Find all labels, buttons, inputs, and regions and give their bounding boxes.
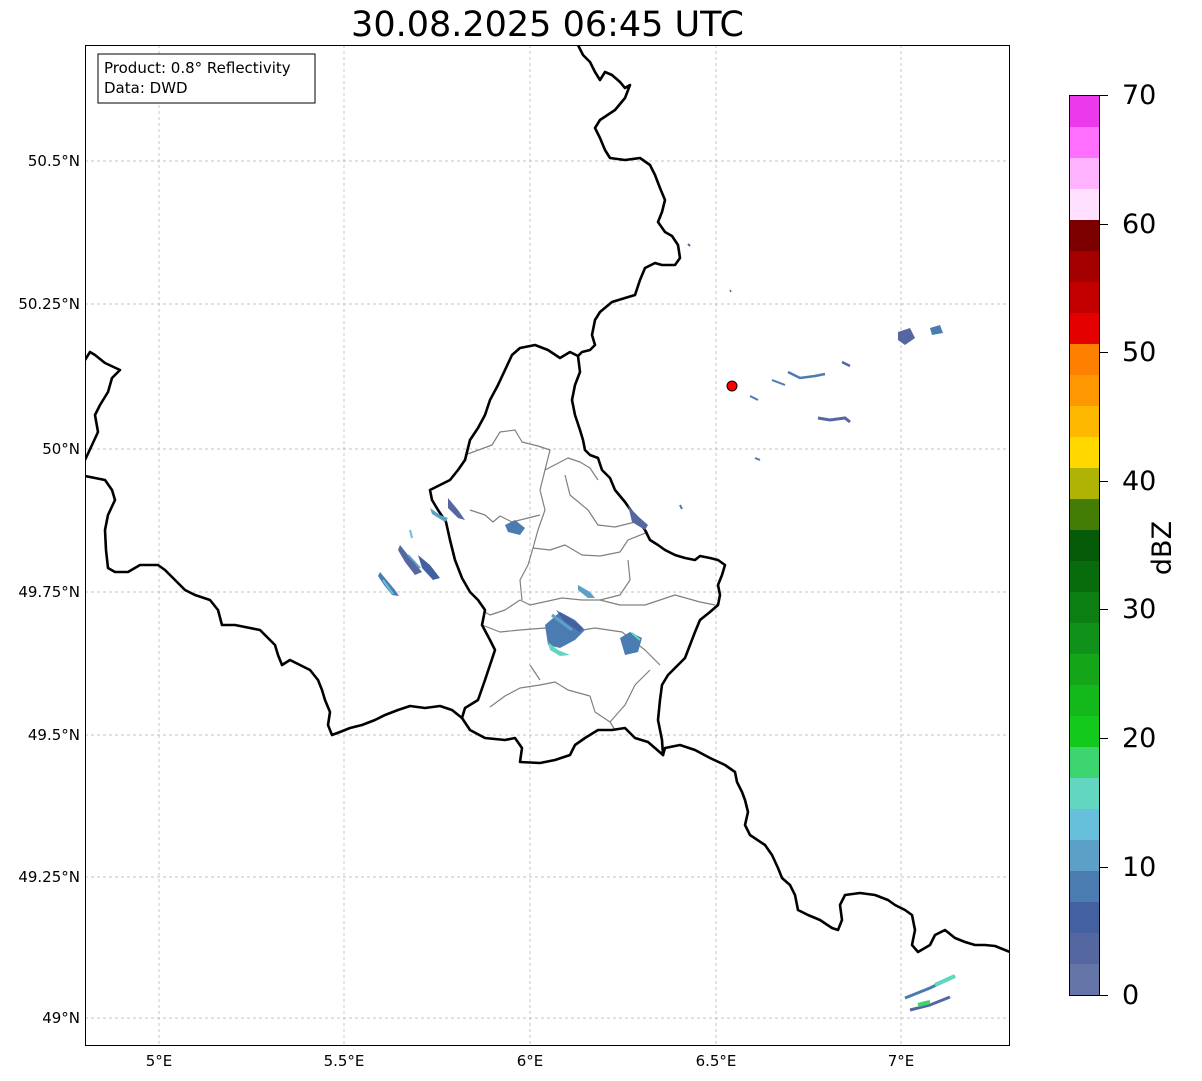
colorbar-title: dBZ: [1147, 520, 1178, 576]
info-product: Product: 0.8° Reflectivity: [104, 59, 291, 77]
info-data-source: Data: DWD: [104, 79, 188, 97]
lat-label-49-5: 49.5°N: [27, 726, 80, 744]
colorbar-segment: [1070, 839, 1099, 871]
colorbar-segment: [1070, 560, 1099, 592]
map-title: 30.08.2025 06:45 UTC: [351, 5, 744, 45]
colorbar-segment: [1070, 96, 1099, 127]
country-borders: [85, 45, 1010, 954]
colorbar-segment: [1070, 529, 1099, 561]
colorbar-tick-60: [1100, 224, 1108, 225]
colorbar-segment: [1070, 374, 1099, 406]
colorbar-segment: [1070, 715, 1099, 747]
lon-label-6: 6°E: [516, 1052, 544, 1070]
colorbar-segment: [1070, 653, 1099, 685]
colorbar-segment: [1070, 219, 1099, 251]
district-borders: [464, 429, 716, 731]
colorbar-tick-50: [1100, 352, 1108, 353]
colorbar: [1069, 95, 1100, 996]
colorbar-tick-10: [1100, 867, 1108, 868]
colorbar-label-70: 70: [1122, 80, 1157, 111]
colorbar-segment: [1070, 498, 1099, 530]
colorbar-segment: [1070, 622, 1099, 654]
colorbar-segment: [1070, 808, 1099, 840]
colorbar-tick-0: [1100, 995, 1108, 996]
lon-label-7: 7°E: [887, 1052, 915, 1070]
lon-label-6-5: 6.5°E: [695, 1052, 737, 1070]
colorbar-segment: [1070, 684, 1099, 716]
colorbar-segment: [1070, 436, 1099, 468]
colorbar-segment: [1070, 281, 1099, 313]
info-box: Product: 0.8° Reflectivity Data: DWD: [97, 53, 316, 104]
colorbar-segment: [1070, 188, 1099, 220]
colorbar-label-20: 20: [1122, 723, 1157, 754]
radar-echoes: [378, 243, 956, 1012]
colorbar-label-0: 0: [1122, 980, 1140, 1011]
colorbar-tick-30: [1100, 609, 1108, 610]
colorbar-segment: [1070, 591, 1099, 623]
lat-label-49-75: 49.75°N: [18, 583, 80, 601]
colorbar-label-40: 40: [1122, 466, 1157, 497]
colorbar-segment: [1070, 343, 1099, 375]
colorbar-label-10: 10: [1122, 852, 1157, 883]
colorbar-segment: [1070, 777, 1099, 809]
colorbar-segment: [1070, 963, 1099, 995]
lat-label-49-25: 49.25°N: [18, 868, 80, 886]
lat-label-49: 49°N: [42, 1009, 80, 1027]
colorbar-segment: [1070, 250, 1099, 282]
radar-map[interactable]: Product: 0.8° Reflectivity Data: DWD: [85, 45, 1010, 1046]
lat-label-50: 50°N: [42, 440, 80, 458]
map-border: [85, 45, 1010, 1046]
colorbar-tick-40: [1100, 481, 1108, 482]
colorbar-tick-70: [1100, 95, 1108, 96]
colorbar-segment: [1070, 932, 1099, 964]
colorbar-segment: [1070, 901, 1099, 933]
colorbar-segment: [1070, 157, 1099, 189]
colorbar-tick-20: [1100, 738, 1108, 739]
colorbar-segment: [1070, 746, 1099, 778]
colorbar-segment: [1070, 467, 1099, 499]
lon-label-5: 5°E: [145, 1052, 173, 1070]
colorbar-segment: [1070, 405, 1099, 437]
gridlines: [85, 45, 1010, 1046]
colorbar-label-50: 50: [1122, 337, 1157, 368]
colorbar-segment: [1070, 870, 1099, 902]
colorbar-segment: [1070, 312, 1099, 344]
radar-site-marker[interactable]: [726, 380, 738, 392]
colorbar-label-30: 30: [1122, 594, 1157, 625]
lat-label-50-5: 50.5°N: [27, 152, 80, 170]
colorbar-segment: [1070, 126, 1099, 158]
colorbar-label-60: 60: [1122, 209, 1157, 240]
lon-label-5-5: 5.5°E: [323, 1052, 365, 1070]
lat-label-50-25: 50.25°N: [18, 295, 80, 313]
